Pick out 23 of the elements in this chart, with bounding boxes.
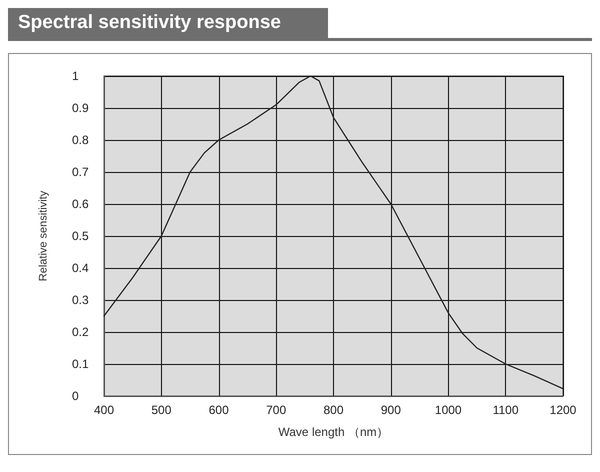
x-tick-label: 600 <box>208 403 230 417</box>
y-tick-label: 0 <box>72 389 79 403</box>
x-tick-label: 800 <box>323 403 344 417</box>
y-tick-label: 0.3 <box>72 293 90 307</box>
chart-title: Spectral sensitivity response <box>8 8 328 38</box>
y-tick-label: 0.8 <box>72 133 90 147</box>
y-axis-title: Relative sensitivity <box>38 190 50 282</box>
x-tick-label: 900 <box>380 403 402 417</box>
x-tick-label: 1100 <box>492 403 519 417</box>
y-tick-label: 0.7 <box>72 165 90 179</box>
y-tick-label: 0.1 <box>72 357 90 371</box>
y-tick-label: 0.6 <box>72 197 90 211</box>
x-axis-title: Wave length （nm） <box>278 425 389 439</box>
x-tick-label: 500 <box>151 403 172 417</box>
y-tick-label: 0.4 <box>72 261 90 275</box>
y-tick-label: 0.5 <box>72 229 90 243</box>
y-tick-label: 0.9 <box>72 101 90 115</box>
x-tick-label: 1000 <box>434 403 462 417</box>
y-tick-label: 0.2 <box>72 325 90 339</box>
x-tick-label: 700 <box>266 403 286 417</box>
x-tick-label: 400 <box>94 403 114 417</box>
y-tick-label: 1 <box>72 69 79 83</box>
x-tick-label: 1200 <box>550 403 577 417</box>
